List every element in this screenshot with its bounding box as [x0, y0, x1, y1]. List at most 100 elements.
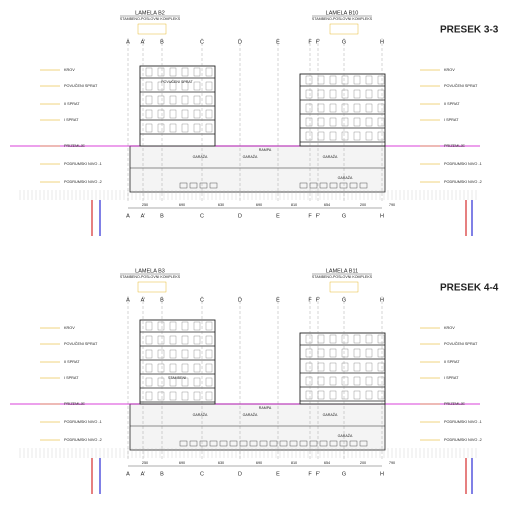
axis-label-bottom: F	[308, 471, 312, 477]
level-label: I SPRAT	[64, 376, 79, 380]
dimension: 690	[256, 461, 262, 465]
window	[353, 376, 361, 386]
level-label: KROV	[64, 326, 75, 330]
axis-label: F	[308, 297, 312, 303]
axis-label: G	[342, 39, 346, 45]
window	[157, 377, 165, 387]
axis-label-bottom: A	[126, 471, 130, 477]
window	[353, 103, 361, 113]
window	[341, 89, 349, 99]
window	[157, 321, 165, 331]
window	[181, 349, 189, 359]
window	[329, 131, 337, 141]
dimension: 630	[218, 461, 224, 465]
note-box	[329, 23, 359, 35]
window	[377, 348, 385, 358]
room-label: RAMPA	[259, 148, 272, 152]
level-label: I SPRAT	[64, 118, 79, 122]
level-label: POVUČENI SPRAT	[444, 341, 478, 346]
window	[145, 109, 153, 119]
window	[145, 67, 153, 77]
window	[157, 335, 165, 345]
building-name: LAMELA B10	[326, 10, 359, 16]
window	[353, 348, 361, 358]
axis-label: C	[200, 297, 204, 303]
garage	[129, 403, 386, 451]
window	[205, 363, 213, 373]
window	[365, 89, 373, 99]
window	[205, 67, 213, 77]
window	[169, 321, 177, 331]
level-label: PODRUMSKI NIVO -1	[444, 162, 482, 166]
window	[305, 390, 313, 400]
building	[139, 319, 216, 405]
window	[205, 321, 213, 331]
window	[365, 390, 373, 400]
window	[169, 377, 177, 387]
window	[305, 131, 313, 141]
dimension: 200	[360, 461, 366, 465]
dimension: 250	[142, 461, 148, 465]
window	[365, 376, 373, 386]
room-label: GARAŽA	[338, 175, 353, 180]
room-label: POVUČENI SPRAT	[161, 79, 193, 84]
window	[169, 391, 177, 401]
dimension: 654	[324, 461, 330, 465]
axis-label-bottom: F	[308, 213, 312, 219]
car	[229, 440, 238, 447]
level-label: PODRUMSKI NIVO -2	[444, 438, 482, 442]
level-label: I SPRAT	[444, 118, 459, 122]
window	[205, 109, 213, 119]
window	[365, 103, 373, 113]
window	[145, 81, 153, 91]
axis-label: G	[342, 297, 346, 303]
building-name: LAMELA B11	[326, 268, 358, 274]
level-label: PODRUMSKI NIVO -1	[444, 420, 482, 424]
axis-label: A'	[141, 297, 146, 303]
window	[157, 67, 165, 77]
note-box	[329, 281, 359, 293]
window	[341, 348, 349, 358]
window	[193, 321, 201, 331]
window	[193, 81, 201, 91]
axis-label: A	[126, 39, 130, 45]
level-label: PODRUMSKI NIVO -1	[64, 162, 102, 166]
level-label: PODRUMSKI NIVO -2	[64, 438, 102, 442]
window	[181, 95, 189, 105]
axis-label-bottom: H	[380, 213, 384, 219]
level-label: POVUČENI SPRAT	[444, 83, 478, 88]
car	[299, 182, 308, 189]
car	[259, 440, 268, 447]
window	[193, 67, 201, 77]
axis-label: E	[276, 39, 280, 45]
section-title: PRESEK 3-3	[440, 25, 499, 36]
window	[181, 321, 189, 331]
window	[341, 131, 349, 141]
axis-label: D	[238, 297, 242, 303]
room-label: GARAŽA	[323, 412, 338, 417]
car	[349, 440, 358, 447]
axis-label-bottom: C	[200, 471, 204, 477]
window	[157, 123, 165, 133]
window	[181, 123, 189, 133]
dimension: 810	[291, 203, 297, 207]
axis-label: B	[160, 297, 164, 303]
axis-label-bottom: A'	[141, 213, 146, 219]
level-label: II SPRAT	[444, 360, 460, 364]
window	[341, 376, 349, 386]
window	[329, 103, 337, 113]
dimension: 790	[389, 203, 395, 207]
building	[299, 332, 386, 405]
axis-label-bottom: D	[238, 213, 242, 219]
building-subtitle: STAMBENO-POSLOVNI KOMPLEKS	[120, 17, 181, 21]
window	[169, 123, 177, 133]
note-box	[137, 23, 167, 35]
axis-label: H	[380, 39, 384, 45]
window	[157, 109, 165, 119]
car	[299, 440, 308, 447]
window	[329, 376, 337, 386]
room-label: GARAŽA	[243, 154, 258, 159]
window	[145, 95, 153, 105]
